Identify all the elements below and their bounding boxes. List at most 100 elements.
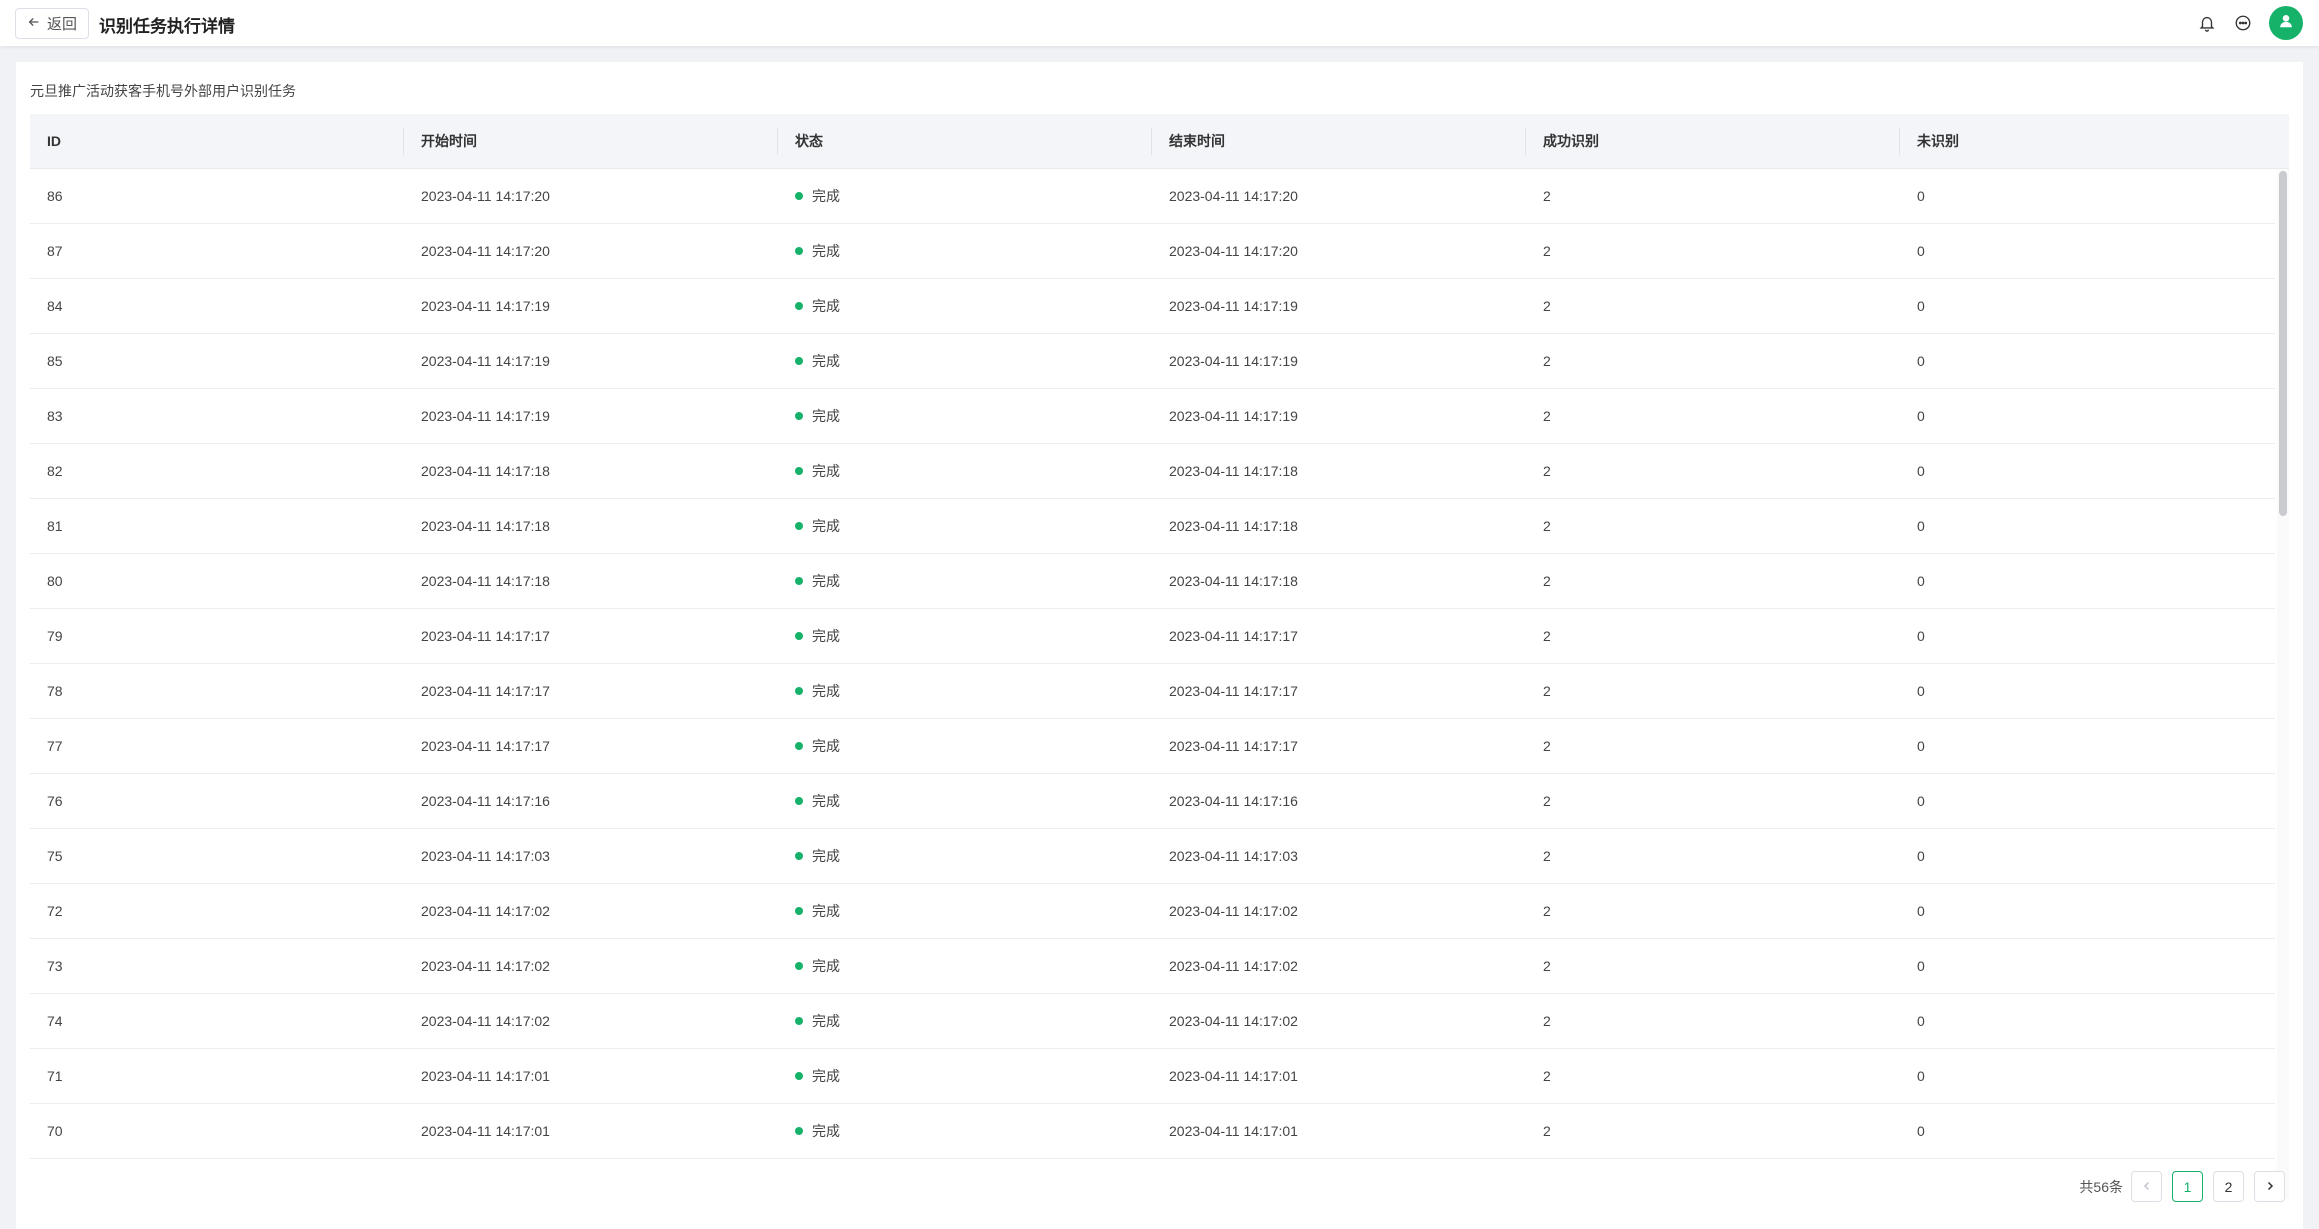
cell-start-time: 2023-04-11 14:17:02 [421,903,550,919]
cell-id: 81 [47,518,63,534]
column-header-unrecognized: 未识别 [1917,133,1959,149]
cell-start-time: 2023-04-11 14:17:19 [421,408,550,424]
chat-icon[interactable] [2225,0,2261,46]
total-count: 共56条 [2079,1178,2123,1195]
table-row[interactable]: 78 2023-04-11 14:17:17 完成 2023-04-11 14:17:… [30,664,2275,719]
task-table: ID 开始时间 状态 结束时间 成功识别 未识别 86 2023-04-11 14… [30,114,2289,1199]
cell-success: 2 [1543,573,1551,589]
cell-start-time: 2023-04-11 14:17:18 [421,518,550,534]
cell-success: 2 [1543,298,1551,314]
status-dot-icon [795,192,803,200]
cell-unrecognized: 0 [1917,628,1925,644]
cell-unrecognized: 0 [1917,298,1925,314]
table-row[interactable]: 79 2023-04-11 14:17:17 完成 2023-04-11 14:17:… [30,609,2275,664]
cell-success: 2 [1543,958,1551,974]
cell-unrecognized: 0 [1917,1013,1925,1029]
cell-end-time: 2023-04-11 14:17:01 [1169,1068,1298,1084]
table-row[interactable]: 70 2023-04-11 14:17:01 完成 2023-04-11 14:17:… [30,1104,2275,1159]
cell-success: 2 [1543,793,1551,809]
cell-end-time: 2023-04-11 14:17:02 [1169,958,1298,974]
status-dot-icon [795,1127,803,1135]
next-page-button[interactable] [2254,1171,2285,1202]
cell-status: 完成 [778,736,1152,756]
cell-unrecognized: 0 [1917,408,1925,424]
cell-start-time: 2023-04-11 14:17:03 [421,848,550,864]
cell-success: 2 [1543,848,1551,864]
back-button[interactable]: 返回 [15,8,89,39]
prev-page-button[interactable] [2131,1171,2162,1202]
page-button-2[interactable]: 2 [2213,1171,2244,1202]
table-row[interactable]: 80 2023-04-11 14:17:18 完成 2023-04-11 14:17:… [30,554,2275,609]
table-row[interactable]: 71 2023-04-11 14:17:01 完成 2023-04-11 14:17:… [30,1049,2275,1104]
cell-status: 完成 [778,956,1152,976]
cell-id: 78 [47,683,63,699]
cell-success: 2 [1543,463,1551,479]
cell-start-time: 2023-04-11 14:17:17 [421,683,550,699]
cell-start-time: 2023-04-11 14:17:02 [421,1013,550,1029]
cell-id: 87 [47,243,63,259]
cell-end-time: 2023-04-11 14:17:19 [1169,408,1298,424]
cell-start-time: 2023-04-11 14:17:18 [421,463,550,479]
cell-start-time: 2023-04-11 14:17:18 [421,573,550,589]
column-header-id: ID [30,114,404,169]
avatar[interactable] [2269,6,2303,40]
table-row[interactable]: 82 2023-04-11 14:17:18 完成 2023-04-11 14:17:… [30,444,2275,499]
vertical-scrollbar[interactable] [2277,169,2289,1199]
bell-icon[interactable] [2189,0,2225,46]
top-bar: 返回 识别任务执行详情 [0,0,2319,46]
cell-success: 2 [1543,628,1551,644]
scrollbar-thumb[interactable] [2279,171,2287,516]
page-button-1[interactable]: 1 [2172,1171,2203,1202]
status-dot-icon [795,412,803,420]
cell-success: 2 [1543,683,1551,699]
top-icons [2189,0,2319,46]
status-label: 完成 [812,408,840,424]
cell-unrecognized: 0 [1917,738,1925,754]
column-header-success: 成功识别 [1526,114,1900,169]
status-label: 完成 [812,683,840,699]
status-dot-icon [795,522,803,530]
status-label: 完成 [812,353,840,369]
column-header-end-time: 结束时间 [1152,114,1526,169]
table-row[interactable]: 84 2023-04-11 14:17:19 完成 2023-04-11 14:17:… [30,279,2275,334]
status-label: 完成 [812,848,840,864]
pagination: 共56条 1 2 [2079,1171,2285,1202]
cell-unrecognized: 0 [1917,188,1925,204]
status-label: 完成 [812,518,840,534]
cell-end-time: 2023-04-11 14:17:03 [1169,848,1298,864]
table-row[interactable]: 85 2023-04-11 14:17:19 完成 2023-04-11 14:17:… [30,334,2275,389]
status-label: 完成 [812,958,840,974]
cell-end-time: 2023-04-11 14:17:20 [1169,188,1298,204]
cell-id: 85 [47,353,63,369]
cell-status: 完成 [778,406,1152,426]
cell-id: 79 [47,628,63,644]
column-header-start-time: 开始时间 [404,114,778,169]
cell-status: 完成 [778,186,1152,206]
cell-success: 2 [1543,188,1551,204]
status-dot-icon [795,357,803,365]
cell-unrecognized: 0 [1917,353,1925,369]
cell-end-time: 2023-04-11 14:17:18 [1169,518,1298,534]
cell-start-time: 2023-04-11 14:17:19 [421,298,550,314]
page-title: 识别任务执行详情 [99,17,235,36]
table-row[interactable]: 86 2023-04-11 14:17:20 完成 2023-04-11 14:17:… [30,169,2275,224]
table-row[interactable]: 74 2023-04-11 14:17:02 完成 2023-04-11 14:17:… [30,994,2275,1049]
status-label: 完成 [812,573,840,589]
table-row[interactable]: 83 2023-04-11 14:17:19 完成 2023-04-11 14:17:… [30,389,2275,444]
task-name: 元旦推广活动获客手机号外部用户识别任务 [30,83,296,99]
cell-unrecognized: 0 [1917,793,1925,809]
table-row[interactable]: 72 2023-04-11 14:17:02 完成 2023-04-11 14:17:… [30,884,2275,939]
table-row[interactable]: 75 2023-04-11 14:17:03 完成 2023-04-11 14:17:… [30,829,2275,884]
table-row[interactable]: 77 2023-04-11 14:17:17 完成 2023-04-11 14:17:… [30,719,2275,774]
cell-id: 82 [47,463,63,479]
table-row[interactable]: 81 2023-04-11 14:17:18 完成 2023-04-11 14:17:… [30,499,2275,554]
status-dot-icon [795,577,803,585]
cell-id: 72 [47,903,63,919]
table-row[interactable]: 87 2023-04-11 14:17:20 完成 2023-04-11 14:17:… [30,224,2275,279]
column-header-status: 状态 [778,114,1152,169]
table-body[interactable]: 86 2023-04-11 14:17:20 完成 2023-04-11 14:17:… [30,169,2289,1199]
table-row[interactable]: 73 2023-04-11 14:17:02 完成 2023-04-11 14:17:… [30,939,2275,994]
cell-start-time: 2023-04-11 14:17:16 [421,793,550,809]
table-row[interactable]: 76 2023-04-11 14:17:16 完成 2023-04-11 14:17:… [30,774,2275,829]
status-dot-icon [795,302,803,310]
